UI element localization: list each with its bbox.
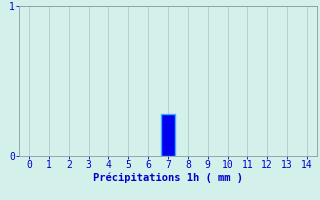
X-axis label: Précipitations 1h ( mm ): Précipitations 1h ( mm ): [93, 173, 243, 183]
Bar: [161, 114, 175, 156]
